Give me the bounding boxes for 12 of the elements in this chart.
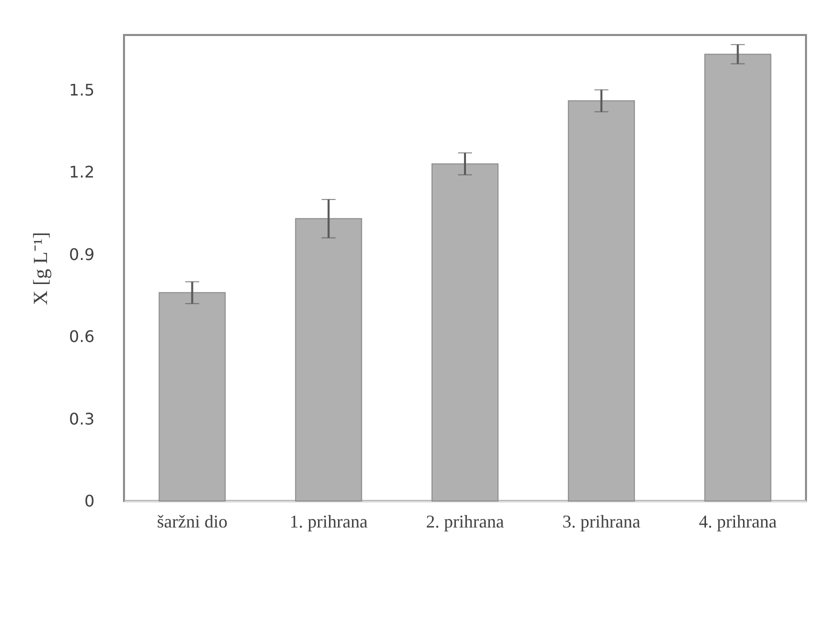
- x-tick-label: 2. prihrana: [426, 512, 504, 532]
- y-tick-label: 0: [84, 492, 94, 510]
- y-tick-label: 0.9: [69, 244, 94, 264]
- y-axis-title: X [g L⁻¹]: [30, 232, 52, 305]
- y-tick-label: 0.3: [69, 409, 94, 428]
- y-tick-label: 1.5: [69, 80, 94, 100]
- y-tick-label: 0.6: [69, 327, 94, 346]
- x-tick-label: 3. prihrana: [562, 512, 640, 532]
- x-tick-label: 4. prihrana: [698, 512, 777, 532]
- y-tick-label: 1.2: [69, 162, 94, 182]
- x-tick-label: 1. prihrana: [290, 512, 368, 532]
- x-tick-label: šaržni dio: [156, 512, 228, 532]
